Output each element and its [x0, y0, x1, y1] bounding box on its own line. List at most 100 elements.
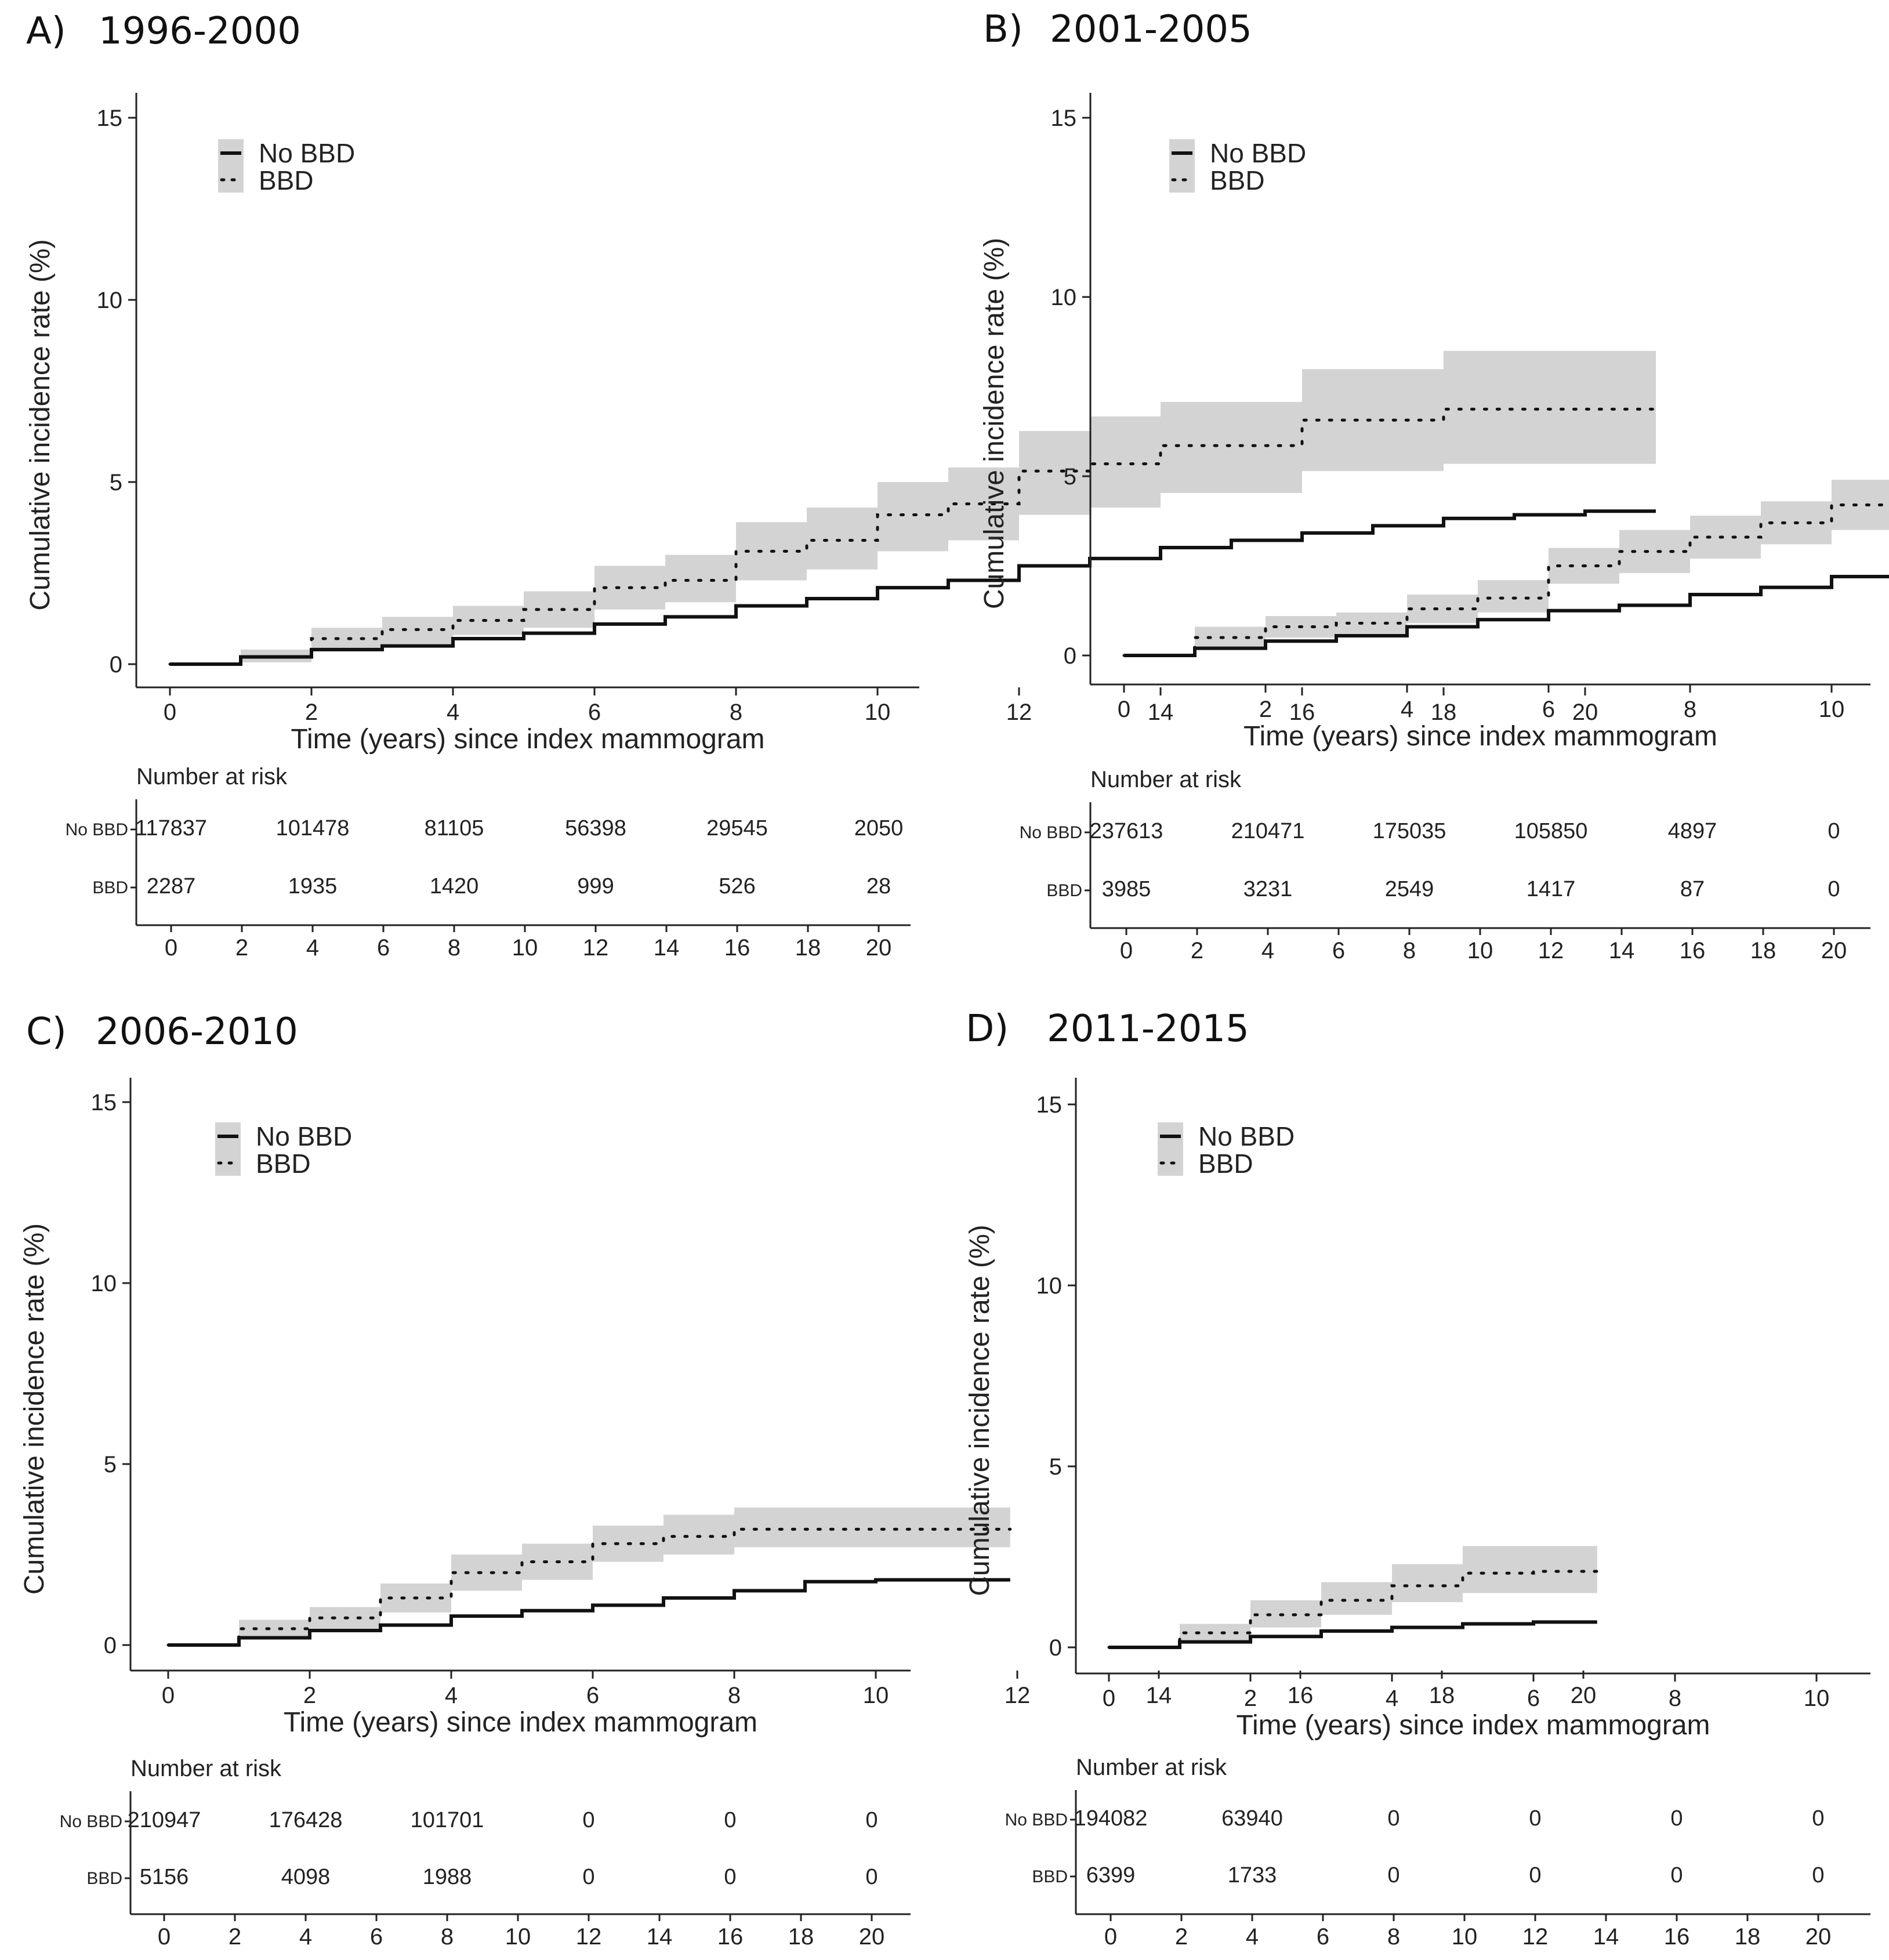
y-axis-title: Cumulative incidence rate (%)	[979, 238, 1010, 609]
y-axis-title: Cumulative incidence rate (%)	[25, 239, 56, 610]
risk-value-bbd: 1988	[423, 1865, 472, 1889]
bbd-line	[1122, 503, 1889, 657]
risk-x-tick-label: 20	[866, 935, 892, 961]
x-tick-label: 8	[728, 1683, 741, 1708]
x-axis-title: Time (years) since index mammogram	[284, 1707, 757, 1738]
risk-table: Number at risk No BBD BBD 210947 5156 176428 4…	[60, 1756, 911, 1950]
y-tick-label: 15	[97, 106, 123, 131]
risk-value-no-bbd: 81105	[425, 816, 484, 840]
y-tick-label: 10	[1051, 285, 1077, 310]
chart-panel-b: B)2001-200505101502468101214161820Time (…	[979, 8, 1889, 963]
panel-title: 2011-2015	[1047, 1008, 1249, 1050]
risk-table-title: Number at risk	[136, 764, 288, 789]
risk-value-no-bbd: 0	[1670, 1806, 1683, 1831]
risk-row-label-bbd: BBD	[1046, 881, 1082, 900]
risk-value-bbd: 0	[724, 1865, 736, 1889]
risk-x-tick-label: 18	[795, 935, 821, 961]
x-tick-label: 10	[1819, 697, 1845, 722]
risk-x-tick-label: 0	[165, 935, 177, 961]
risk-x-tick-label: 2	[1175, 1924, 1188, 1950]
risk-value-bbd: 1935	[288, 874, 338, 899]
risk-value-no-bbd: 176428	[269, 1808, 343, 1832]
risk-value-no-bbd: 56398	[565, 816, 626, 840]
x-tick-label: 18	[1429, 1683, 1455, 1708]
y-tick-label: 10	[91, 1271, 117, 1296]
risk-value-bbd: 0	[1812, 1863, 1824, 1887]
risk-x-tick-label: 4	[1246, 1924, 1259, 1950]
risk-value-no-bbd: 29545	[706, 816, 768, 840]
risk-x-tick-label: 16	[717, 1924, 744, 1950]
risk-value-bbd: 5156	[140, 1865, 189, 1889]
risk-value-no-bbd: 0	[1812, 1806, 1824, 1831]
risk-value-no-bbd: 101701	[411, 1808, 484, 1832]
x-tick-label: 10	[1804, 1686, 1830, 1711]
risk-x-tick-label: 14	[1609, 938, 1635, 963]
y-tick-label: 10	[97, 288, 123, 313]
risk-table-title: Number at risk	[1090, 767, 1242, 792]
risk-x-tick-label: 20	[1805, 1924, 1832, 1950]
risk-x-tick-label: 14	[1593, 1924, 1619, 1950]
risk-value-bbd: 4098	[281, 1865, 331, 1889]
risk-x-tick-label: 6	[1332, 938, 1345, 963]
risk-x-tick-label: 6	[370, 1924, 383, 1950]
x-tick-label: 20	[1572, 700, 1598, 725]
no-bbd-line	[170, 509, 1656, 666]
risk-x-tick-label: 2	[235, 935, 248, 961]
risk-x-tick-label: 2	[1191, 938, 1203, 963]
y-tick-label: 10	[1036, 1273, 1063, 1299]
no-bbd-line	[1109, 1620, 1597, 1649]
risk-x-tick-label: 2	[229, 1924, 241, 1950]
risk-value-bbd: 0	[1828, 877, 1840, 901]
risk-x-tick-label: 18	[1735, 1924, 1761, 1950]
risk-table-title: Number at risk	[1076, 1755, 1227, 1780]
risk-value-bbd: 3985	[1102, 877, 1151, 901]
risk-value-no-bbd: 0	[582, 1808, 594, 1832]
risk-value-bbd: 2549	[1385, 877, 1434, 901]
risk-value-bbd: 1733	[1228, 1863, 1277, 1887]
x-tick-label: 6	[1527, 1686, 1540, 1711]
risk-row-label-no-bbd: No BBD	[1020, 823, 1082, 842]
risk-table: Number at risk No BBD BBD 117837 2287 101478 1…	[66, 764, 911, 961]
risk-x-tick-label: 0	[1104, 1924, 1117, 1950]
x-tick-label: 0	[1103, 1686, 1115, 1711]
panel-title: 1996-2000	[99, 10, 301, 53]
panel-label: D)	[966, 1008, 1009, 1050]
x-tick-label: 2	[1259, 697, 1272, 722]
x-tick-label: 4	[1386, 1686, 1398, 1711]
risk-value-bbd: 1417	[1527, 877, 1576, 901]
risk-value-bbd: 999	[577, 874, 614, 899]
risk-row-label-no-bbd: No BBD	[66, 820, 128, 839]
risk-x-tick-label: 10	[505, 1924, 531, 1950]
risk-value-bbd: 1420	[430, 874, 479, 899]
risk-x-tick-label: 12	[576, 1924, 602, 1950]
risk-value-bbd: 2287	[147, 874, 196, 899]
x-tick-label: 14	[1148, 700, 1174, 725]
x-tick-label: 8	[1669, 1686, 1681, 1711]
x-tick-label: 18	[1431, 700, 1457, 725]
y-tick-label: 15	[1036, 1092, 1063, 1118]
y-tick-label: 0	[104, 1633, 117, 1658]
panel-label: B)	[983, 8, 1023, 51]
risk-value-no-bbd: 0	[1828, 819, 1840, 843]
risk-row-label-bbd: BBD	[86, 1869, 122, 1888]
risk-table-title: Number at risk	[130, 1756, 282, 1781]
risk-x-tick-label: 12	[1522, 1924, 1549, 1950]
risk-x-tick-label: 10	[1467, 938, 1493, 963]
risk-row-label-no-bbd: No BBD	[1005, 1810, 1068, 1829]
chart-panel-d: D)2011-201505101502468101214161820Time (…	[965, 1008, 1870, 1950]
x-tick-label: 0	[1118, 697, 1130, 722]
legend-key-background	[1158, 1122, 1183, 1176]
risk-value-bbd: 0	[1387, 1863, 1399, 1887]
x-axis-title: Time (years) since index mammogram	[1236, 1710, 1710, 1741]
y-tick-label: 15	[91, 1090, 117, 1115]
risk-row-label-no-bbd: No BBD	[60, 1812, 122, 1831]
legend-label-no-bbd: No BBD	[256, 1121, 352, 1151]
risk-x-tick-label: 16	[1680, 938, 1706, 963]
risk-value-no-bbd: 101478	[276, 816, 350, 840]
panel-label: A)	[26, 10, 66, 53]
risk-x-tick-label: 12	[583, 935, 609, 961]
